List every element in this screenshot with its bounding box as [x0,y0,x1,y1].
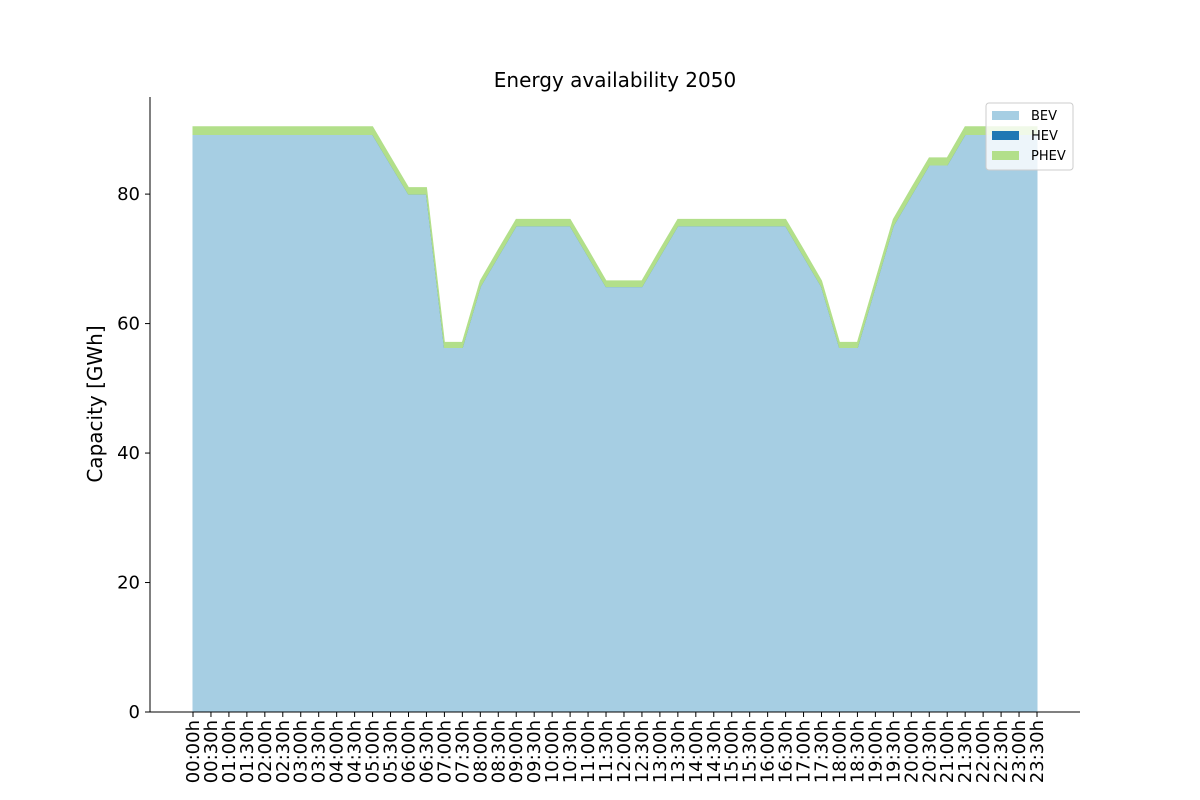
x-tick-label: 16:00h [758,720,779,783]
y-axis-label: Capacity [GWh] [83,325,107,482]
x-tick-label: 08:00h [470,720,491,783]
y-ticks: 0 20 40 60 80 [117,184,150,723]
x-tick-label: 09:00h [506,720,527,783]
x-tick-label: 13:00h [650,720,671,783]
legend-swatch-bev [992,111,1019,120]
x-tick-label: 01:30h [237,720,258,783]
x-tick-label: 02:00h [255,720,276,783]
y-tick-label: 60 [117,314,140,335]
x-tick-label: 04:30h [345,720,366,783]
x-tick-label: 20:30h [919,720,940,783]
x-tick-label: 11:00h [578,720,599,783]
x-tick-label: 20:00h [901,720,922,783]
x-tick-label: 10:00h [542,720,563,783]
x-tick-label: 17:30h [812,720,833,783]
y-tick-label: 80 [117,184,140,205]
x-tick-label: 05:30h [381,720,402,783]
x-tick-label: 15:00h [722,720,743,783]
x-tick-label: 14:30h [704,720,725,783]
x-tick-label: 12:30h [632,720,653,783]
legend-label-bev: BEV [1031,109,1057,124]
y-tick-label: 40 [117,443,140,464]
x-tick-label: 17:00h [794,720,815,783]
x-tick-label: 15:30h [740,720,761,783]
x-tick-label: 19:30h [883,720,904,783]
x-tick-label: 05:00h [363,720,384,783]
x-tick-label: 00:30h [201,720,222,783]
x-tick-label: 11:30h [596,720,617,783]
chart-title: Energy availability 2050 [494,68,736,92]
legend-swatch-hev [992,131,1019,140]
area-bev [192,134,1038,713]
x-tick-label: 09:30h [524,720,545,783]
x-tick-label: 07:30h [452,720,473,783]
x-ticks: 00:00h00:30h01:00h01:30h02:00h02:30h03:0… [183,712,1048,783]
x-tick-label: 08:30h [488,720,509,783]
y-tick-label: 0 [129,702,140,723]
legend-label-hev: HEV [1031,129,1058,144]
x-tick-label: 22:00h [973,720,994,783]
axes [149,97,1080,713]
x-tick-label: 06:00h [398,720,419,783]
x-tick-label: 14:00h [686,720,707,783]
legend-swatch-phev [992,151,1019,160]
x-tick-label: 00:00h [183,720,204,783]
x-tick-label: 03:30h [309,720,330,783]
x-tick-label: 07:00h [434,720,455,783]
x-tick-label: 21:00h [937,720,958,783]
x-tick-label: 18:30h [847,720,868,783]
x-tick-label: 23:00h [1009,720,1030,783]
x-tick-label: 18:00h [829,720,850,783]
x-tick-label: 02:30h [273,720,294,783]
y-tick-label: 20 [117,573,140,594]
x-tick-label: 21:30h [955,720,976,783]
x-tick-label: 13:30h [668,720,689,783]
x-tick-label: 10:30h [560,720,581,783]
x-tick-label: 12:00h [614,720,635,783]
x-tick-label: 01:00h [219,720,240,783]
x-tick-label: 06:30h [416,720,437,783]
x-tick-label: 23:30h [1027,720,1048,783]
x-tick-label: 19:00h [865,720,886,783]
x-tick-label: 16:30h [776,720,797,783]
x-tick-label: 03:00h [291,720,312,783]
x-tick-label: 04:00h [327,720,348,783]
legend: BEV HEV PHEV [985,102,1074,171]
area-series-group [192,126,1038,713]
x-tick-label: 22:30h [991,720,1012,783]
legend-label-phev: PHEV [1031,149,1066,164]
